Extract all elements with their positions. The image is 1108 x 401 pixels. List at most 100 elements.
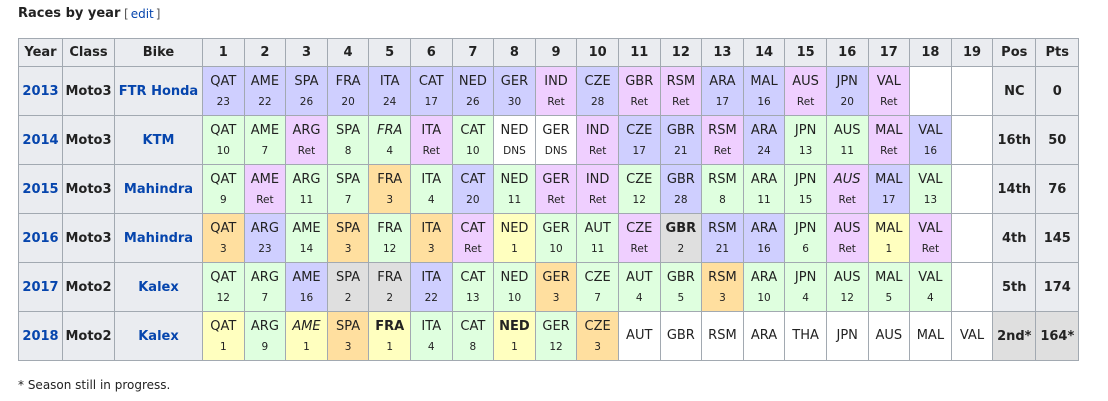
race-code: CZE — [626, 171, 653, 187]
race-cell: ARA — [742, 311, 786, 361]
race-code: SPA — [294, 73, 319, 89]
race-result: 7 — [261, 291, 269, 304]
position-cell: 2nd* — [992, 311, 1037, 361]
race-result: Ret — [713, 144, 732, 157]
year-link[interactable]: 2013 — [22, 83, 59, 99]
race-cell: CZE 28 — [576, 66, 619, 116]
race-cell: MAL — [909, 311, 952, 361]
results-table: Year Class Bike 1 2 3 4 5 6 7 8 9 10 11 12 13 14 15 16 17 18… — [18, 38, 1080, 361]
race-result: 10 — [216, 144, 230, 157]
race-code[interactable]: JPN — [836, 328, 858, 343]
race-result: 5 — [885, 291, 893, 304]
column-header: 17 — [867, 38, 911, 67]
race-cell: GER 10 — [534, 213, 578, 263]
column-header: 3 — [285, 38, 328, 67]
race-code: RSM — [666, 73, 696, 89]
year-link[interactable]: 2015 — [22, 181, 59, 197]
race-code: AUS — [792, 73, 819, 89]
bike-link[interactable]: Mahindra — [123, 230, 194, 246]
race-code[interactable]: AUS — [875, 328, 903, 343]
year-link[interactable]: 2016 — [22, 230, 59, 246]
race-cell: AUT 11 — [576, 213, 619, 263]
race-code: ITA — [379, 73, 400, 89]
race-result: Ret — [588, 193, 607, 206]
race-result: Ret — [256, 193, 274, 206]
race-cell: ITA 22 — [409, 262, 453, 312]
race-code: QAT — [210, 269, 237, 285]
race-code[interactable]: MAL — [916, 328, 945, 343]
race-code: AME — [250, 171, 280, 187]
race-code: AME — [250, 122, 280, 138]
race-code[interactable]: GBR — [666, 328, 695, 343]
race-result: 23 — [216, 95, 230, 108]
race-cell: GBR — [659, 311, 703, 361]
race-code: RSM — [708, 220, 737, 236]
race-code[interactable]: AUT — [626, 328, 653, 343]
race-cell: CAT 10 — [451, 115, 495, 165]
race-code[interactable]: THA — [792, 328, 819, 343]
race-cell: VAL Ret — [909, 213, 952, 263]
position-cell: 4th — [992, 213, 1037, 263]
race-result: 13 — [923, 193, 938, 206]
bike-link[interactable]: FTR Honda — [118, 83, 199, 99]
race-code[interactable]: VAL — [959, 328, 985, 343]
race-result: 2 — [344, 291, 352, 304]
race-cell: CZE 17 — [617, 115, 661, 165]
race-code[interactable]: ARA — [750, 328, 778, 343]
race-code[interactable]: RSM — [708, 328, 737, 343]
bike-link[interactable]: Kalex — [138, 328, 179, 344]
year-link[interactable]: 2014 — [22, 132, 59, 148]
race-result: Ret — [838, 193, 856, 206]
race-cell: ITA 4 — [409, 164, 453, 214]
race-code: NED — [499, 318, 530, 334]
bike-link[interactable]: Kalex — [138, 279, 179, 295]
race-cell: ITA 4 — [409, 311, 453, 361]
race-code: QAT — [210, 171, 237, 187]
race-cell: QAT 10 — [202, 115, 245, 165]
column-header: 6 — [409, 38, 453, 67]
bike-link[interactable]: Mahindra — [123, 181, 194, 197]
column-header: 1 — [202, 38, 245, 67]
race-code: IND — [544, 73, 568, 89]
race-result: 1 — [303, 340, 310, 353]
race-code: VAL — [876, 73, 901, 89]
edit[interactable]: edit — [130, 7, 154, 21]
race-code: FRA — [377, 171, 403, 187]
race-code: MAL — [750, 73, 778, 89]
race-result: 1 — [219, 340, 227, 353]
race-code: NED — [500, 269, 529, 285]
year-cell: 2017 — [18, 262, 63, 312]
bike-cell: KTM — [114, 115, 203, 165]
race-result: 5 — [677, 291, 685, 304]
points-cell: 50 — [1035, 115, 1080, 165]
race-result: 12 — [549, 340, 563, 353]
bike-link[interactable]: KTM — [142, 132, 175, 148]
race-result: 21 — [674, 144, 688, 157]
bracket: ] — [155, 7, 161, 21]
race-cell: GBR 21 — [659, 115, 703, 165]
race-cell: MAL 16 — [742, 66, 786, 116]
race-result: 12 — [216, 291, 230, 304]
race-result: 30 — [507, 95, 522, 108]
column-header: 16 — [825, 38, 869, 67]
class-cell: Moto2 — [62, 262, 115, 312]
race-code: ARA — [750, 269, 778, 285]
race-result: 3 — [386, 193, 394, 206]
race-code: CAT — [460, 220, 486, 236]
race-cell: AUS 11 — [825, 115, 869, 165]
race-cell: THA — [784, 311, 827, 361]
race-code: CZE — [626, 220, 653, 236]
race-result: Ret — [672, 95, 690, 108]
race-code: VAL — [918, 171, 943, 187]
year-link[interactable]: 2018 — [22, 328, 59, 344]
race-cell: MAL Ret — [867, 115, 911, 165]
race-code: VAL — [918, 122, 943, 138]
points-cell: 76 — [1035, 164, 1080, 214]
column-header: 10 — [576, 38, 619, 67]
empty-cell — [950, 115, 994, 165]
points-cell: 164* — [1035, 311, 1080, 361]
year-link[interactable]: 2017 — [22, 279, 59, 295]
race-cell: FRA 20 — [326, 66, 370, 116]
race-result: 3 — [719, 291, 726, 304]
